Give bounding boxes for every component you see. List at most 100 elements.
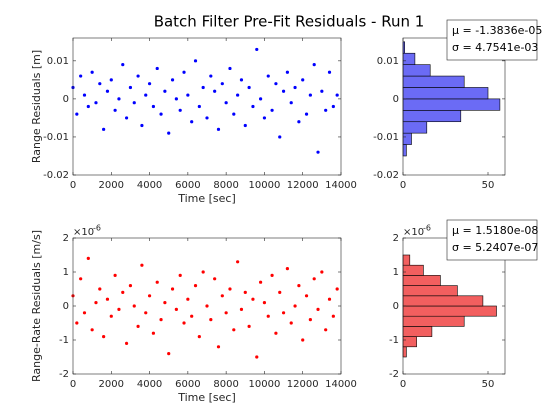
point <box>182 70 186 74</box>
point <box>308 93 312 97</box>
histogram-bar <box>402 295 484 307</box>
histogram-bar <box>402 346 407 358</box>
histogram-bar <box>402 264 424 276</box>
y-tick-label: 2 <box>393 233 399 244</box>
point <box>278 135 282 139</box>
histogram-bar <box>402 64 431 77</box>
point <box>266 74 270 78</box>
point <box>201 85 205 90</box>
point <box>216 127 221 131</box>
plot-area <box>73 38 341 175</box>
x-tick-label: 0 <box>400 379 406 390</box>
x-tick-label: 14000 <box>325 180 357 191</box>
point <box>262 116 267 120</box>
point <box>190 120 194 124</box>
point <box>197 335 201 339</box>
point <box>79 277 83 281</box>
point <box>151 331 155 335</box>
x-tick-label: 0 <box>70 180 76 191</box>
y-tick-label: 1 <box>393 267 399 278</box>
point <box>205 116 209 120</box>
point <box>109 78 113 82</box>
x-tick-label: 50 <box>482 379 495 390</box>
point <box>262 301 267 305</box>
point <box>82 93 87 97</box>
point <box>220 82 224 86</box>
point <box>155 280 159 284</box>
point <box>193 59 198 63</box>
point <box>128 284 133 288</box>
legend-text: σ = 4.7541e-03 <box>452 41 538 54</box>
point <box>281 89 286 93</box>
y-tick-label: 0 <box>63 94 69 105</box>
axes-box <box>72 37 342 176</box>
y-tick-label: 0 <box>393 94 399 105</box>
point <box>105 297 110 301</box>
point <box>121 63 125 67</box>
y-exponent-base: ×10 <box>403 227 424 238</box>
x-tick-label: 2000 <box>99 379 124 390</box>
point <box>140 263 144 267</box>
point <box>159 112 163 116</box>
x-tick-label: 0 <box>400 180 406 191</box>
point <box>331 314 335 318</box>
y-tick-label: -0.02 <box>43 170 69 181</box>
point <box>105 89 110 93</box>
point <box>132 101 136 105</box>
histogram-bar <box>402 132 412 145</box>
histogram-bar <box>402 315 465 327</box>
x-tick-label: 4000 <box>137 379 162 390</box>
point <box>285 70 289 74</box>
point <box>243 123 247 128</box>
point <box>255 47 259 52</box>
point <box>320 89 324 93</box>
y-exponent-power: -6 <box>93 224 101 233</box>
point <box>224 101 228 105</box>
x-tick-label: 2000 <box>99 180 124 191</box>
point <box>136 324 140 328</box>
legend-text: μ = 1.5180e-08 <box>452 224 538 237</box>
histogram-bar <box>402 121 428 134</box>
point <box>331 104 335 109</box>
figure-title: Batch Filter Pre-Fit Residuals - Run 1 <box>154 13 425 31</box>
point <box>182 321 186 325</box>
point <box>247 324 251 328</box>
point <box>216 345 221 349</box>
point <box>174 97 178 101</box>
point <box>117 307 121 311</box>
point <box>102 335 106 339</box>
point <box>301 78 305 82</box>
point <box>251 104 255 109</box>
histogram-bar <box>402 52 416 65</box>
point <box>278 290 282 294</box>
point <box>293 304 297 308</box>
point <box>220 294 224 298</box>
x-tick-label: 50 <box>482 180 495 191</box>
point <box>327 70 332 74</box>
point <box>324 108 328 112</box>
point <box>270 108 274 112</box>
legend-box <box>446 219 538 261</box>
histogram-bar <box>402 305 497 317</box>
histogram-bar <box>402 326 433 337</box>
point <box>155 66 159 71</box>
point <box>205 304 209 308</box>
histogram-bar <box>402 110 462 123</box>
point <box>270 273 274 277</box>
point <box>301 338 305 342</box>
x-tick-label: 6000 <box>175 180 200 191</box>
point <box>109 314 113 318</box>
point <box>228 287 232 291</box>
point <box>94 101 98 105</box>
point <box>281 311 286 315</box>
x-tick-label: 8000 <box>213 180 238 191</box>
histogram-bar <box>402 144 407 157</box>
point <box>86 104 90 109</box>
y-axis-label: Range Residuals [m] <box>30 50 43 163</box>
point <box>125 116 129 120</box>
point <box>75 321 79 325</box>
point <box>98 82 102 86</box>
point <box>98 287 102 291</box>
x-tick-label: 10000 <box>249 379 281 390</box>
